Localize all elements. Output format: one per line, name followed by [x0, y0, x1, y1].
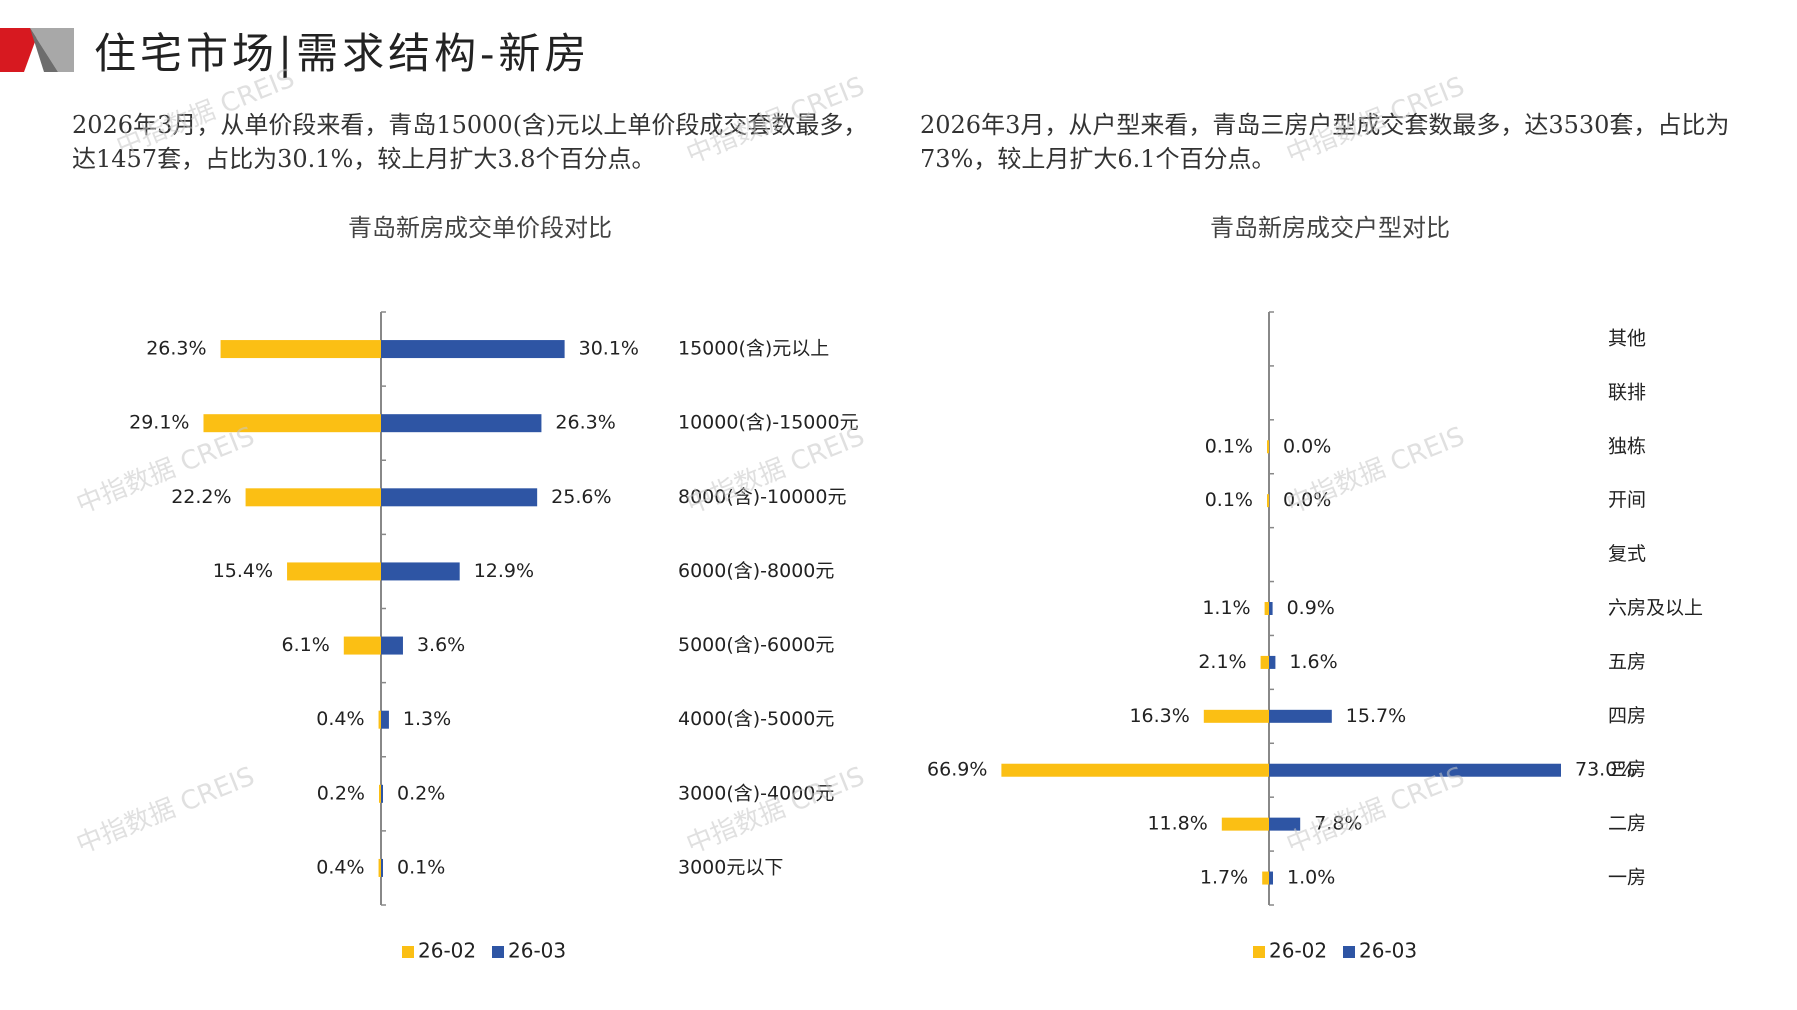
data-label-26-02: 1.1% [1202, 597, 1250, 619]
bar-26-03 [381, 414, 542, 433]
bar-26-02 [1203, 709, 1269, 723]
bar-26-02 [1260, 655, 1269, 669]
data-label-26-02: 0.4% [316, 856, 364, 878]
bar-26-02 [245, 488, 381, 507]
bar-26-03 [381, 340, 565, 359]
category-label: 开间 [1608, 489, 1646, 511]
legend-swatch-26-02 [402, 946, 414, 958]
category-label: 10000(含)-15000元 [678, 412, 859, 434]
category-label: 二房 [1608, 813, 1646, 835]
brand-logo-icon [0, 28, 74, 72]
bar-26-02 [1264, 602, 1269, 615]
data-label-26-02: 0.2% [317, 782, 365, 804]
data-label-26-03: 15.7% [1346, 705, 1406, 727]
category-label: 联排 [1608, 381, 1646, 403]
data-label-26-02: 16.3% [1129, 705, 1189, 727]
category-label: 五房 [1608, 651, 1646, 673]
category-label: 三房 [1608, 759, 1646, 781]
bar-26-03 [1269, 817, 1301, 831]
data-label-26-02: 0.1% [1205, 489, 1253, 511]
legend-swatch-26-03 [492, 946, 504, 958]
data-label-26-02: 0.4% [316, 708, 364, 730]
bar-26-03 [381, 784, 383, 803]
category-label: 4000(含)-5000元 [678, 708, 834, 730]
legend-swatch-26-03 [1343, 946, 1355, 958]
category-label: 8000(含)-10000元 [678, 486, 846, 508]
data-label-26-03: 1.3% [403, 708, 451, 730]
bar-26-03 [381, 858, 383, 877]
intro-text-price: 2026年3月，从单价段来看，青岛15000(含)元以上单价段成交套数最多，达1… [72, 111, 868, 173]
bar-26-02 [1267, 440, 1269, 454]
category-label: 6000(含)-8000元 [678, 560, 834, 582]
data-label-26-03: 0.2% [397, 782, 445, 804]
category-label: 15000(含)元以上 [678, 338, 829, 360]
category-label: 复式 [1608, 543, 1646, 565]
data-label-26-03: 1.6% [1289, 651, 1337, 673]
data-label-26-02: 1.7% [1200, 867, 1248, 889]
chart-title-layout: 青岛新房成交户型对比 [1210, 214, 1450, 242]
data-label-26-03: 3.6% [417, 634, 465, 656]
bar-26-02 [379, 784, 381, 803]
chart-title-price: 青岛新房成交单价段对比 [348, 214, 612, 242]
legend-label-26-03: 26-03 [508, 939, 566, 963]
data-label-26-02: 29.1% [129, 412, 189, 434]
data-label-26-03: 30.1% [579, 338, 639, 360]
data-label-26-03: 0.0% [1283, 489, 1331, 511]
bar-26-02 [1001, 763, 1269, 777]
bar-26-03 [1269, 709, 1332, 723]
data-label-26-02: 6.1% [282, 634, 330, 656]
category-label: 独栋 [1608, 435, 1646, 457]
legend-label-26-02: 26-02 [418, 939, 476, 963]
bar-26-03 [1269, 871, 1273, 885]
category-label: 六房及以上 [1608, 597, 1703, 619]
bar-26-02 [378, 858, 381, 877]
data-label-26-03: 12.9% [474, 560, 534, 582]
bar-26-02 [1221, 817, 1269, 831]
bar-26-02 [203, 414, 381, 433]
bar-26-03 [381, 710, 389, 729]
category-label: 一房 [1608, 867, 1646, 889]
bar-26-03 [381, 562, 460, 581]
data-label-26-02: 11.8% [1147, 813, 1207, 835]
category-label: 3000元以下 [678, 856, 783, 878]
data-label-26-03: 0.9% [1287, 597, 1335, 619]
category-label: 其他 [1608, 327, 1646, 349]
bar-26-03 [1269, 655, 1276, 669]
bar-26-02 [1267, 494, 1269, 508]
bar-26-02 [1262, 871, 1269, 885]
bar-26-03 [1269, 602, 1273, 615]
bar-26-02 [287, 562, 381, 581]
data-label-26-03: 0.0% [1283, 435, 1331, 457]
category-label: 四房 [1608, 705, 1646, 727]
bar-26-02 [220, 340, 381, 359]
data-label-26-02: 15.4% [213, 560, 273, 582]
bar-26-03 [1269, 763, 1561, 777]
bar-26-03 [381, 488, 538, 507]
legend-swatch-26-02 [1253, 946, 1265, 958]
bar-26-03 [381, 636, 403, 655]
page-title: 住宅市场|需求结构-新房 [94, 29, 591, 78]
legend-label-26-03: 26-03 [1359, 939, 1417, 963]
data-label-26-02: 26.3% [146, 338, 206, 360]
data-label-26-02: 0.1% [1205, 435, 1253, 457]
category-label: 5000(含)-6000元 [678, 634, 834, 656]
data-label-26-03: 25.6% [551, 486, 611, 508]
bar-26-02 [378, 710, 381, 729]
legend-label-26-02: 26-02 [1269, 939, 1327, 963]
data-label-26-02: 22.2% [171, 486, 231, 508]
data-label-26-02: 66.9% [927, 759, 987, 781]
data-label-26-03: 7.8% [1314, 813, 1362, 835]
data-label-26-03: 1.0% [1287, 867, 1335, 889]
data-label-26-02: 2.1% [1198, 651, 1246, 673]
bar-26-02 [343, 636, 381, 655]
data-label-26-03: 73.0% [1575, 759, 1635, 781]
data-label-26-03: 26.3% [555, 412, 615, 434]
data-label-26-03: 0.1% [397, 856, 445, 878]
intro-text-layout: 2026年3月，从户型来看，青岛三房户型成交套数最多，达3530套，占比为73%… [920, 111, 1730, 173]
category-label: 3000(含)-4000元 [678, 782, 834, 804]
